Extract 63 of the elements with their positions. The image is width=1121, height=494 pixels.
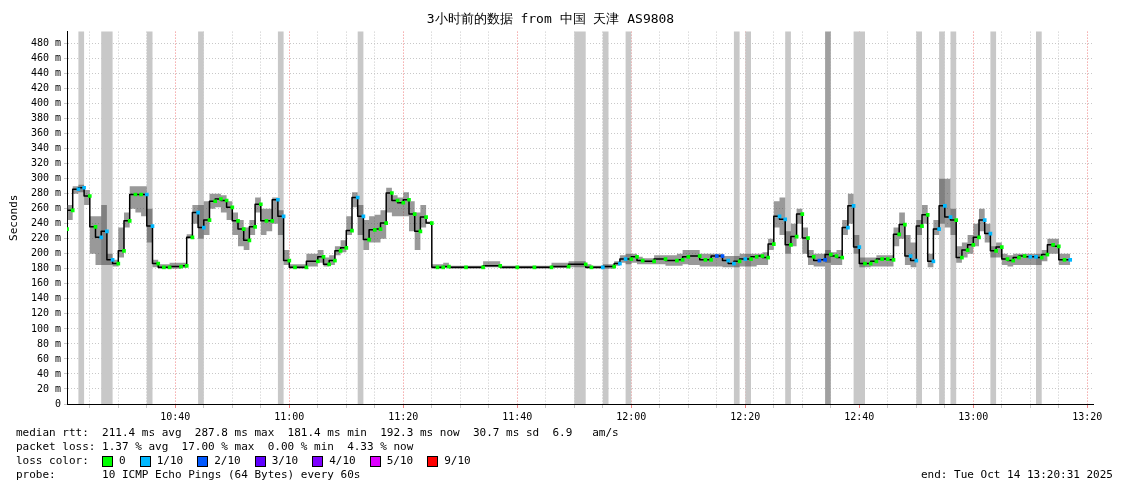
point <box>1068 258 1073 262</box>
y-tick-label: 220 m <box>30 232 61 244</box>
legend-label: 5/10 <box>386 454 414 468</box>
point <box>783 217 788 222</box>
legend-label: 3/10 <box>271 454 299 468</box>
point <box>823 258 827 262</box>
y-tick-label: 100 m <box>30 322 61 334</box>
x-tick-label: 13:00 <box>958 410 989 422</box>
text: end: Tue Oct 14 13:20:31 2025 <box>920 468 1113 482</box>
legend-label: 2/10 <box>214 454 241 468</box>
legend-title: loss color: <box>16 454 90 468</box>
point <box>1028 255 1033 259</box>
y-tick-label: 420 m <box>30 82 61 94</box>
legend-label: 0 <box>119 454 126 468</box>
point <box>714 254 719 258</box>
chart-title: 3小时前的数据 from 中国 天津 AS9808 <box>426 11 675 27</box>
y-tick-label: 480 m <box>30 37 61 49</box>
y-tick-label: 460 m <box>30 52 61 64</box>
y-tick-label: 320 m <box>30 157 61 169</box>
point <box>743 257 748 261</box>
y-tick-label: 140 m <box>30 292 61 304</box>
text: packet loss: 1.37 % avg 17.00 % max 0.00 % min 4.33 % now <box>16 440 415 454</box>
y-tick-label: 180 m <box>30 262 61 274</box>
y-tick-label: 160 m <box>30 277 61 289</box>
point <box>1034 255 1038 259</box>
x-tick-label: 11:00 <box>274 410 305 422</box>
y-tick-label: 400 m <box>30 97 61 109</box>
x-tick-label: 13:20 <box>1072 410 1103 422</box>
text: median rtt: 211.4 ms avg 287.8 ms max 181.4 ms min 192.3 ms now 30.7 ms sd 6.9 am/s <box>16 426 620 440</box>
point <box>105 229 109 234</box>
point <box>942 203 947 208</box>
point <box>937 227 941 231</box>
point <box>99 235 104 240</box>
point <box>82 185 86 190</box>
x-tick-label: 11:20 <box>388 410 419 422</box>
y-tick-label: 280 m <box>30 187 61 199</box>
x-tick-label: 12:00 <box>616 410 647 422</box>
y-tick-label: 60 m <box>36 352 61 364</box>
legend-label: 9/10 <box>444 454 471 468</box>
text: probe: 10 ICMP Echo Pings (64 Bytes) every 60s <box>16 468 361 481</box>
x-tick-label: 10:40 <box>160 410 191 422</box>
y-tick-label: 340 m <box>30 142 61 154</box>
x-tick-label: 11:40 <box>502 410 533 422</box>
y-tick-label: 40 m <box>36 367 61 379</box>
y-tick-label: 200 m <box>30 247 61 259</box>
y-tick-label: 80 m <box>36 337 61 349</box>
point <box>276 197 280 202</box>
y-tick-label: 380 m <box>30 112 61 124</box>
y-tick-label: 120 m <box>30 307 61 319</box>
point <box>982 218 987 222</box>
x-tick-label: 12:40 <box>844 410 875 422</box>
legend-label: 4/10 <box>329 454 356 468</box>
y-axis-title: Seconds <box>7 194 21 241</box>
point <box>857 245 862 249</box>
y-tick-label: 20 m <box>36 382 61 394</box>
y-tick-label: 240 m <box>30 217 61 229</box>
legend-label: 1/10 <box>156 454 184 468</box>
y-tick-label: 300 m <box>30 172 61 184</box>
y-tick-label: 0 <box>54 397 61 409</box>
y-tick-label: 440 m <box>30 67 61 79</box>
y-tick-label: 360 m <box>30 127 61 139</box>
x-tick-label: 12:20 <box>730 410 761 422</box>
y-tick-label: 260 m <box>30 202 61 214</box>
